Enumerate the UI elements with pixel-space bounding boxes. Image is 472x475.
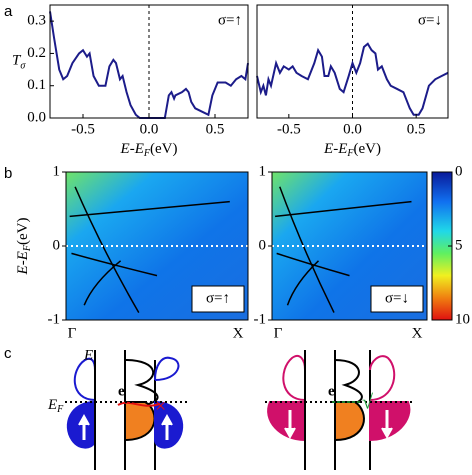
y-tick-label: -1 — [254, 311, 267, 327]
band-curve — [83, 260, 122, 306]
y-tick-label: 0.1 — [27, 77, 46, 93]
annotation: σ=↑ — [218, 12, 242, 28]
y-axis-label-sub: σ — [20, 61, 26, 72]
y-tick-label: 0.2 — [27, 45, 46, 61]
arrow — [78, 413, 90, 426]
level — [124, 359, 159, 406]
energy-label: E — [83, 347, 93, 363]
panel-label: c — [4, 345, 12, 362]
y-axis-label: E-E — [15, 251, 31, 275]
arrow — [161, 413, 173, 426]
left-junction — [66, 350, 184, 470]
x-tick-label: 0.5 — [206, 121, 225, 137]
annotation-box — [370, 285, 424, 313]
band-curve — [74, 186, 140, 313]
band — [154, 356, 180, 381]
x-axis-label: (eV) — [150, 141, 177, 157]
y-tick-label: 1 — [259, 163, 267, 179]
y-axis-label: E-EF(eV) — [15, 218, 33, 276]
x-tick-label: -0.5 — [71, 121, 95, 137]
x-axis-label-sub: F — [346, 148, 354, 159]
band-curve — [69, 200, 230, 218]
x-axis-label: (eV) — [353, 141, 380, 157]
band-curve — [276, 252, 350, 277]
annotation: σ=↓ — [385, 290, 409, 306]
check-mark: √ — [362, 392, 373, 414]
x-tick-label: 0.0 — [140, 121, 159, 137]
x-tick-label: X — [233, 325, 244, 341]
band-curve — [275, 200, 412, 218]
colorbar-tick-label: 0 — [455, 163, 463, 179]
fermi-label-sub: F — [56, 404, 64, 415]
x-tick-label: Γ — [274, 325, 283, 341]
level — [334, 401, 365, 442]
diagram — [65, 350, 415, 470]
y-tick-label: 0.3 — [27, 13, 46, 29]
annotation-box — [191, 285, 245, 313]
x-axis-label: E-E — [120, 141, 144, 157]
right-junction — [267, 350, 411, 470]
y-tick-label: 0.0 — [27, 109, 46, 125]
y-tick-label: -1 — [48, 311, 61, 327]
x-axis-label-sub: F — [143, 148, 151, 159]
colorbar-tick-label: 5 — [455, 237, 463, 253]
y-tick-label: 0 — [259, 237, 267, 253]
y-axis-label-sub: F — [22, 244, 33, 252]
electron-label: e — [118, 383, 125, 399]
band — [369, 401, 411, 442]
fermi-label: EF — [47, 397, 64, 415]
electron-label: e — [328, 383, 335, 399]
x-axis-label: E-E — [323, 141, 347, 157]
transmission-line — [256, 42, 449, 116]
band — [369, 355, 396, 401]
band-curve — [71, 252, 158, 277]
band-curve — [286, 260, 320, 306]
x-tick-label: Γ — [68, 325, 77, 341]
x-tick-label: 0.0 — [343, 121, 362, 137]
arrow — [381, 427, 393, 440]
annotation: σ=↓ — [418, 12, 442, 28]
x-axis-label: E-EF(eV) — [323, 141, 381, 159]
y-axis-label: T — [12, 53, 22, 69]
level — [334, 359, 363, 406]
x-axis-label: E-EF(eV) — [120, 141, 178, 159]
x-tick-label: X — [412, 325, 423, 341]
x-tick-label: -0.5 — [277, 121, 301, 137]
y-axis-label: (eV) — [15, 218, 31, 245]
y-axis-label: Tσ — [12, 53, 26, 72]
level — [124, 401, 156, 442]
panel-label: b — [4, 165, 12, 182]
cross-mark: × — [155, 396, 166, 418]
y-tick-label: 1 — [53, 163, 61, 179]
electron-path — [117, 401, 161, 407]
band-curve — [279, 186, 335, 313]
y-tick-label: 0 — [53, 237, 61, 253]
colorbar-tick-label: 10 — [455, 311, 470, 327]
band — [282, 354, 306, 401]
panel-label: a — [4, 3, 13, 20]
annotation: σ=↑ — [206, 290, 230, 306]
arrow — [284, 427, 296, 440]
band — [267, 401, 306, 442]
x-tick-label: 0.5 — [407, 121, 426, 137]
fermi-label: E — [47, 397, 57, 413]
band — [73, 357, 96, 401]
